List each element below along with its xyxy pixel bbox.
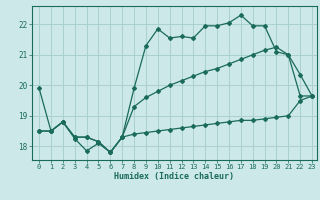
X-axis label: Humidex (Indice chaleur): Humidex (Indice chaleur) [115,172,234,181]
